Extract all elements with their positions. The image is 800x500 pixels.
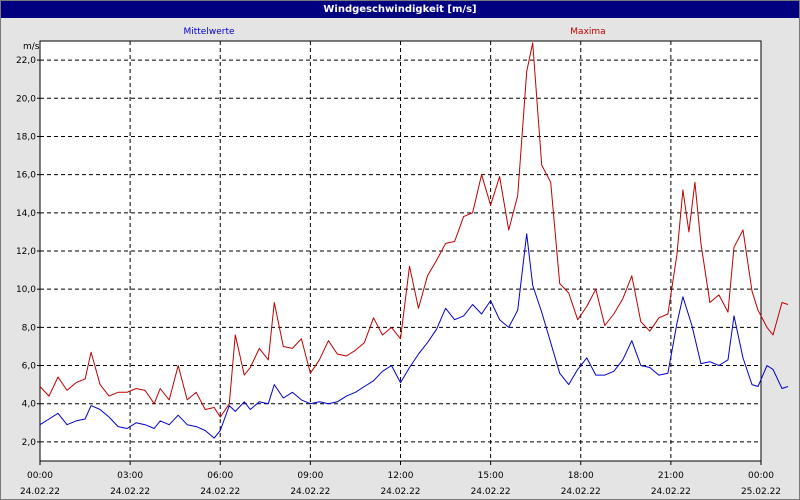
x-tick-time: 00:00 [27,471,53,481]
x-tick-time: 03:00 [117,471,143,481]
x-tick-date: 25.02.22 [741,487,781,497]
x-tick-date: 24.02.22 [200,487,240,497]
series-line-mittelwerte [39,233,789,439]
legend-maxima: Maxima [570,27,605,37]
y-tick-label: 6,0 [22,362,37,372]
x-tick-time: 21:00 [658,471,684,481]
x-tick-time: 06:00 [207,471,233,481]
y-tick-label: 12,0 [16,247,36,257]
series-lines [39,42,789,439]
y-tick-label: 22,0 [16,56,36,66]
chart-title: Windgeschwindigkeit [m/s] [1,1,799,18]
x-tick-date: 24.02.22 [20,487,60,497]
y-tick-label: 16,0 [16,171,36,181]
x-axis-ticks: 00:00 24.02.22 03:00 24.02.22 06:00 24.02.22 0… [20,461,781,497]
y-axis-ticks: 2,0 4,0 6,0 8,0 10,0 12,0 14,0 16,0 18,0 20,0 22,0 [16,56,40,448]
x-tick-date: 24.02.22 [471,487,511,497]
y-tick-label: 18,0 [16,132,36,142]
grid-lines [40,41,761,461]
x-tick-time: 12:00 [388,471,414,481]
y-tick-label: 20,0 [16,94,36,104]
y-tick-label: 8,0 [22,323,37,333]
x-tick-time: 18:00 [568,471,594,481]
x-tick-time: 09:00 [297,471,323,481]
legend-mittelwerte: Mittelwerte [183,27,234,37]
x-tick-date: 24.02.22 [561,487,601,497]
x-tick-date: 24.02.22 [290,487,330,497]
x-tick-date: 24.02.22 [651,487,691,497]
x-tick-date: 24.02.22 [110,487,150,497]
y-axis-label: m/s [23,42,40,52]
y-tick-label: 4,0 [22,400,37,410]
x-tick-time: 00:00 [748,471,774,481]
series-line-maxima [39,42,789,418]
y-tick-label: 2,0 [22,438,37,448]
x-tick-date: 24.02.22 [380,487,420,497]
y-tick-label: 14,0 [16,209,36,219]
y-tick-label: 10,0 [16,285,36,295]
x-tick-time: 15:00 [478,471,504,481]
